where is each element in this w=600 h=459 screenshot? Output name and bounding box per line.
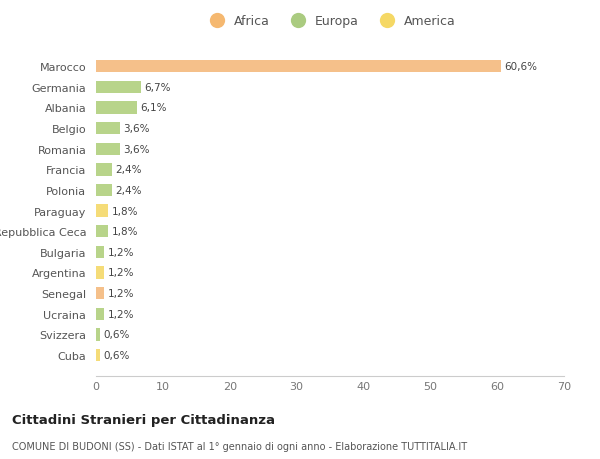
Text: 1,2%: 1,2% [107, 268, 134, 278]
Text: 0,6%: 0,6% [103, 330, 130, 340]
Text: 3,6%: 3,6% [124, 124, 150, 134]
Text: 2,4%: 2,4% [115, 185, 142, 196]
Bar [96, 61, 501, 73]
Bar [96, 329, 100, 341]
Bar [96, 246, 104, 258]
Text: 0,6%: 0,6% [103, 350, 130, 360]
Text: Cittadini Stranieri per Cittadinanza: Cittadini Stranieri per Cittadinanza [12, 413, 275, 426]
Bar [96, 267, 104, 279]
Text: COMUNE DI BUDONI (SS) - Dati ISTAT al 1° gennaio di ogni anno - Elaborazione TUT: COMUNE DI BUDONI (SS) - Dati ISTAT al 1°… [12, 441, 467, 451]
Bar [96, 123, 120, 135]
Bar [96, 308, 104, 320]
Text: 1,2%: 1,2% [107, 288, 134, 298]
Bar [96, 349, 100, 361]
Bar [96, 225, 108, 238]
Text: 1,8%: 1,8% [112, 227, 138, 237]
Bar [96, 205, 108, 217]
Bar [96, 82, 141, 94]
Bar [96, 102, 137, 114]
Text: 1,2%: 1,2% [107, 247, 134, 257]
Text: 6,1%: 6,1% [140, 103, 167, 113]
Text: 1,2%: 1,2% [107, 309, 134, 319]
Bar [96, 143, 120, 156]
Text: 6,7%: 6,7% [144, 83, 170, 93]
Text: 60,6%: 60,6% [505, 62, 538, 72]
Legend: Africa, Europa, America: Africa, Europa, America [199, 10, 461, 33]
Bar [96, 185, 112, 197]
Bar [96, 164, 112, 176]
Text: 2,4%: 2,4% [115, 165, 142, 175]
Text: 3,6%: 3,6% [124, 145, 150, 154]
Bar [96, 287, 104, 300]
Text: 1,8%: 1,8% [112, 206, 138, 216]
